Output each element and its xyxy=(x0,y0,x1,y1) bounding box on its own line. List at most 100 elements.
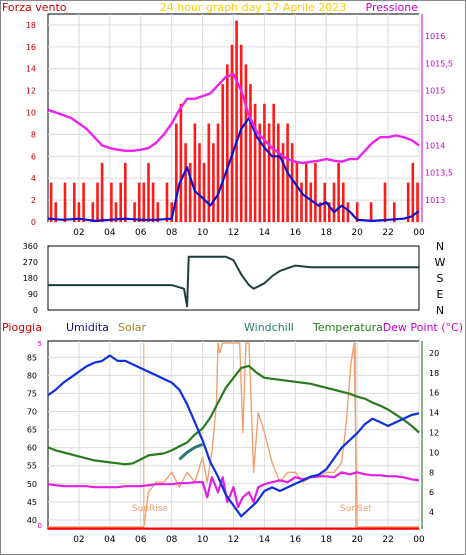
dir-tick-label: 360 xyxy=(23,242,38,251)
x-tick-label: 22 xyxy=(382,228,393,238)
wind-bar xyxy=(147,162,150,222)
y2-tick-label: 4 xyxy=(429,508,434,517)
dir-tick-label: 0 xyxy=(33,306,38,315)
wind-bar xyxy=(290,143,294,222)
wind-bar xyxy=(314,162,317,222)
wind-pressure-plot: 02468101214161810131013,510141014,510151… xyxy=(26,13,453,238)
wind-bar xyxy=(142,182,146,222)
wind-bar xyxy=(73,182,76,222)
wind-bar xyxy=(63,182,67,222)
x-tick-label: 16 xyxy=(290,228,302,238)
label-temperatura: Temperatura xyxy=(312,321,383,334)
rain-top-label: 5 xyxy=(38,340,42,348)
x-tick-label: 18 xyxy=(321,228,333,238)
wind-bar xyxy=(369,202,373,222)
wind-bar xyxy=(170,202,173,222)
y2-tick-label: 14 xyxy=(429,409,439,418)
y-tick-label: 4 xyxy=(31,174,36,183)
wind-bar xyxy=(277,123,280,222)
temperature-humidity-plot: 40 45 50 55 60 65 70 75 80 85 4 6 8 10 12 14 16 18 20 0 5 02 0… xyxy=(27,340,439,545)
wind-bar xyxy=(272,103,275,222)
pressure-line xyxy=(47,72,420,165)
dir-tick-label: 270 xyxy=(23,258,38,267)
wind-bar xyxy=(156,202,160,222)
temperature-line xyxy=(47,364,420,466)
label-umidita: Umidita xyxy=(66,321,109,334)
y2-tick-label: 20 xyxy=(429,349,439,358)
wind-bar xyxy=(295,162,299,222)
wind-bar xyxy=(137,182,141,222)
plot-area xyxy=(47,245,420,311)
wind-direction-line xyxy=(48,255,419,308)
wind-bar xyxy=(114,202,118,222)
wind-bar xyxy=(253,103,257,222)
x-tick-label: 06 xyxy=(135,228,147,238)
x-tick-label: 20 xyxy=(351,228,363,238)
x-tick-label: 16 xyxy=(290,535,302,545)
wind-bar xyxy=(281,143,285,222)
wind-bar xyxy=(304,162,308,222)
y2-tick-label: 1015,5 xyxy=(425,59,453,68)
x-tick-label: 08 xyxy=(166,535,178,545)
y-tick-label: 16 xyxy=(26,43,36,52)
wind-bar xyxy=(151,182,155,222)
wind-bar xyxy=(179,103,183,222)
x-tick-label: 14 xyxy=(259,228,271,238)
y2-tick-label: 18 xyxy=(429,369,439,378)
wind-bar xyxy=(244,64,248,223)
x-tick-label: 04 xyxy=(104,228,116,238)
wind-bar xyxy=(239,44,243,223)
wind-bar xyxy=(346,202,350,222)
wind-bar xyxy=(328,202,331,222)
wind-bar xyxy=(202,162,206,222)
compass-label: N xyxy=(436,304,444,317)
wind-bar xyxy=(342,182,345,222)
wind-bar xyxy=(91,202,95,222)
compass-label: W xyxy=(435,256,446,269)
y-tick-label: 45 xyxy=(27,498,37,507)
label-windchill: Windchill xyxy=(244,321,294,334)
wind-bar xyxy=(175,123,178,222)
wind-bar xyxy=(263,103,266,222)
wind-bar xyxy=(77,202,81,222)
wind-bar xyxy=(82,182,85,222)
wind-bar xyxy=(133,202,136,222)
chart-title: 24 hour graph day 17 Aprile 2023 xyxy=(160,1,347,14)
x-tick-label: 10 xyxy=(197,228,209,238)
label-solar: Solar xyxy=(118,321,147,334)
dir-tick-label: 90 xyxy=(28,290,38,299)
wind-bar xyxy=(337,162,340,222)
wind-bar xyxy=(411,162,415,222)
x-tick-label: 22 xyxy=(382,535,393,545)
panel1-right-label: Pressione xyxy=(366,1,419,14)
wind-bar xyxy=(216,123,220,222)
wind-bar xyxy=(235,20,238,222)
wind-bar xyxy=(165,182,169,222)
wind-bar xyxy=(355,202,359,222)
wind-bar xyxy=(249,84,252,222)
y-tick-label: 12 xyxy=(26,87,36,96)
wind-bar xyxy=(188,162,192,222)
dewpoint-line xyxy=(47,471,420,509)
y-tick-label: 18 xyxy=(26,21,36,30)
wind-bar xyxy=(406,182,410,222)
y2-tick-label: 1013,5 xyxy=(425,169,453,178)
wind-bar xyxy=(332,182,336,222)
y-tick-label: 60 xyxy=(27,444,37,453)
y2-tick-label: 16 xyxy=(429,389,439,398)
y2-tick-label: 1015 xyxy=(425,87,445,96)
label-dewpoint: Dew Point (°C) xyxy=(383,321,463,334)
wind-bar xyxy=(119,182,122,222)
y2-tick-label: 8 xyxy=(429,468,434,477)
y-tick-label: 40 xyxy=(27,516,37,525)
compass-label: E xyxy=(437,288,444,301)
wind-bar xyxy=(309,182,313,222)
wind-bar xyxy=(416,182,419,222)
annotation-sunrise: SunRise xyxy=(132,504,169,514)
y-tick-label: 0 xyxy=(31,218,36,227)
wind-bar xyxy=(300,182,303,222)
wind-bar xyxy=(184,143,187,222)
x-tick-label: 08 xyxy=(166,228,178,238)
